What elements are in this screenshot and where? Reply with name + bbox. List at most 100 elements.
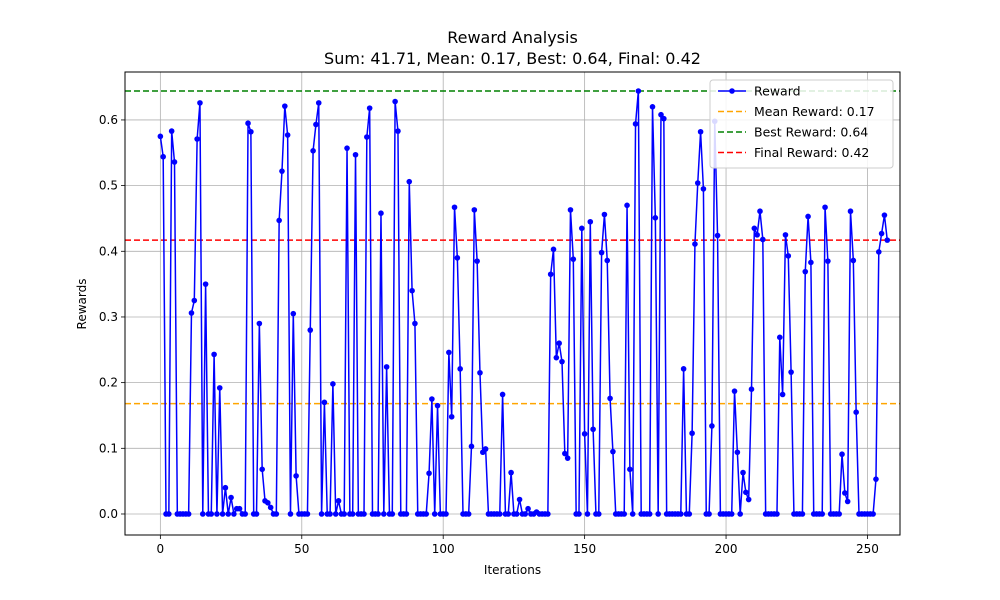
reward-point [236, 505, 243, 512]
reward-point [601, 211, 608, 218]
reward-point [649, 104, 656, 110]
reward-point [465, 511, 472, 517]
reward-point [330, 381, 336, 387]
reward-point [782, 232, 789, 238]
reward-point [282, 103, 288, 109]
reward-point [349, 511, 356, 517]
reward-point [216, 385, 223, 391]
reward-point [259, 466, 265, 473]
reward-point [779, 391, 786, 398]
reward-point [550, 246, 557, 253]
reward-point [171, 159, 178, 165]
reward-point [513, 511, 520, 517]
reward-point [451, 204, 458, 211]
reward-point [434, 402, 441, 409]
reward-point [570, 256, 577, 262]
reward-point [448, 413, 455, 420]
reward-point [584, 511, 591, 517]
y-tick-label: 0.2 [99, 376, 118, 390]
reward-point [219, 511, 226, 517]
legend-marker-reward [729, 88, 735, 94]
reward-point [847, 208, 854, 215]
reward-point [731, 388, 738, 394]
reward-point [505, 511, 512, 517]
reward-point [307, 327, 314, 333]
y-axis-ticks: 0.0 0.1 0.2 0.3 0.4 0.5 0.6 [99, 113, 125, 521]
reward-point [290, 310, 297, 317]
reward-point [284, 132, 291, 138]
reward-point [293, 473, 299, 479]
reward-point [214, 511, 220, 517]
reward-point [745, 496, 752, 503]
reward-point [822, 204, 828, 211]
reward-point [253, 511, 260, 517]
reward-point [878, 230, 885, 237]
reward-point [522, 511, 529, 517]
legend-entry: Mean Reward: 0.17 [754, 104, 875, 119]
reward-point [754, 232, 760, 238]
reward-point [788, 369, 794, 375]
reward-point [627, 466, 633, 473]
reward-point [632, 121, 639, 127]
reward-point [802, 268, 809, 275]
reward-point [579, 225, 585, 232]
reward-point [412, 320, 418, 327]
chart-subtitle: Sum: 41.71, Mean: 0.17, Best: 0.64, Fina… [324, 49, 701, 68]
reward-point [680, 366, 687, 372]
reward-point [321, 399, 328, 406]
reward-point [598, 249, 605, 256]
reward-point [839, 451, 845, 458]
reward-point [474, 258, 480, 264]
reward-point [202, 281, 209, 287]
reward-point [751, 225, 758, 232]
reward-point [799, 511, 806, 517]
y-tick-label: 0.4 [99, 244, 118, 258]
reward-point [454, 255, 461, 261]
reward-point [607, 395, 613, 402]
reward-point [185, 511, 192, 517]
reward-point [516, 496, 523, 503]
reward-point [446, 349, 452, 356]
reward-point [194, 136, 200, 142]
reward-point [689, 430, 695, 437]
x-axis-ticks: 0 50 100 150 200 250 [157, 535, 879, 556]
reference-lines [125, 90, 900, 405]
reward-point [624, 202, 630, 209]
x-tick-label: 250 [856, 542, 879, 556]
reward-point [737, 511, 743, 517]
reward-point [375, 511, 381, 517]
reward-point [825, 258, 831, 264]
reward-point [273, 511, 280, 517]
reward-point [629, 511, 636, 517]
reward-point [842, 490, 848, 496]
reward-point [310, 148, 316, 154]
x-axis-label: Iterations [484, 563, 541, 577]
x-tick-label: 50 [294, 542, 309, 556]
reward-point [166, 511, 172, 517]
reward-point [366, 105, 373, 111]
reward-point [228, 494, 234, 501]
x-tick-label: 0 [157, 542, 165, 556]
reward-point [287, 511, 294, 517]
reward-point [225, 511, 232, 517]
reward-point [406, 178, 413, 185]
reward-point [590, 426, 596, 433]
reward-point [313, 121, 319, 128]
reward-point [677, 511, 684, 517]
reward-point [776, 334, 783, 341]
reward-point [157, 133, 164, 140]
legend-entry: Best Reward: 0.64 [754, 125, 868, 140]
reward-point [231, 511, 237, 517]
reward-point [714, 232, 721, 239]
reward-point [168, 128, 175, 134]
y-tick-label: 0.1 [99, 441, 118, 455]
reward-point [381, 511, 387, 517]
reward-point [655, 511, 661, 517]
reward-point [587, 218, 594, 225]
x-tick-label: 100 [432, 542, 455, 556]
reward-point [431, 511, 438, 517]
reward-point [344, 145, 350, 151]
y-tick-label: 0.0 [99, 507, 118, 521]
reward-point [743, 489, 749, 496]
reward-point [545, 511, 551, 517]
